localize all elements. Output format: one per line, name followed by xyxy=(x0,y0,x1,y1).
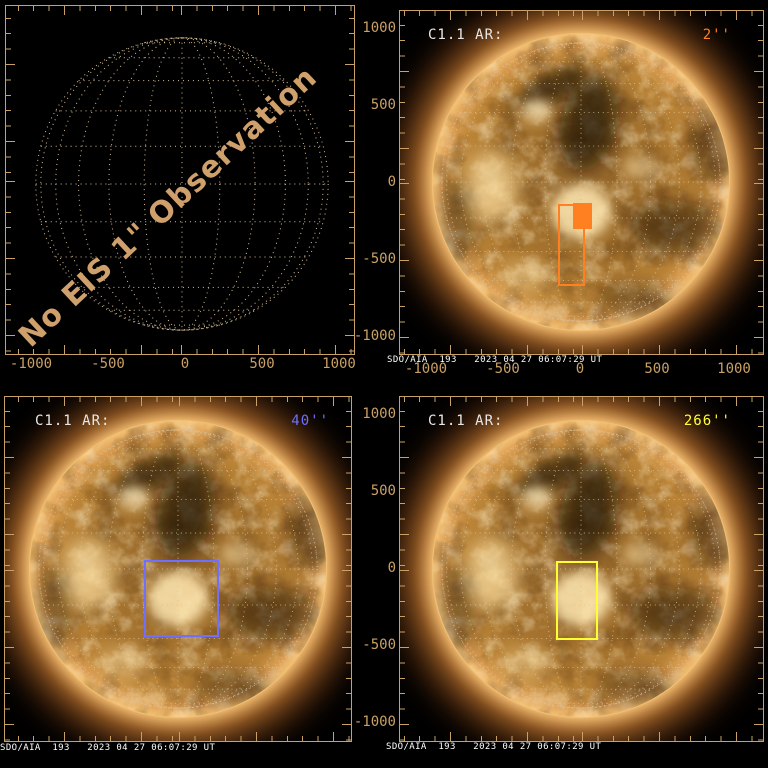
raster-width-label: 2'' xyxy=(702,27,731,43)
sun-aia193-image xyxy=(400,11,763,354)
y-tick-label: 500 xyxy=(370,97,396,113)
raster-width-label: 40'' xyxy=(291,413,329,429)
y-tick-label: 500 xyxy=(370,483,396,499)
plot-area-no-observation: No EIS 1" Observation xyxy=(5,5,355,355)
y-tick-label: 0 xyxy=(387,560,396,576)
study-label: C1.1 AR: xyxy=(428,413,504,429)
image-caption: SDO/AIA 193 2023 04 27 06:07:29 UT xyxy=(386,742,602,752)
y-tick-label: 0 xyxy=(387,174,396,190)
plot-area-sun: C1.1 AR: 266'' xyxy=(399,396,764,742)
panel-no-observation: No EIS 1" Observation -1000 -500 0 500 1… xyxy=(0,0,384,384)
image-caption: SDO/AIA 193 2023 04 27 06:07:29 UT xyxy=(387,355,603,365)
plot-area-sun: C1.1 AR: 40'' xyxy=(4,396,352,742)
x-tick-label: 1000 xyxy=(717,361,751,377)
roi-pointing-block xyxy=(573,203,592,229)
x-tick-label: 0 xyxy=(575,361,585,377)
y-tick-label: -500 xyxy=(362,251,396,267)
x-tick-label: 1000 xyxy=(322,356,356,372)
image-caption: SDO/AIA 193 2023 04 27 06:07:29 UT xyxy=(0,743,216,753)
panel-context-266arcsec: C1.1 AR: 266'' 1000 500 0 -500 -1000 SDO… xyxy=(354,384,768,768)
roi-rectangle-266arcsec xyxy=(556,561,598,640)
panel-context-2arcsec: C1.1 AR: 2'' 1000 500 0 -500 -1000 -1000… xyxy=(354,0,768,384)
plot-area-sun: C1.1 AR: 2'' xyxy=(399,10,764,355)
x-tick-label: 500 xyxy=(249,356,275,372)
roi-rectangle-2arcsec xyxy=(558,204,585,286)
study-label: C1.1 AR: xyxy=(35,413,111,429)
panel-context-40arcsec: C1.1 AR: 40'' SDO/AIA 193 2023 04 27 06:… xyxy=(0,384,384,768)
roi-rectangle-40arcsec xyxy=(144,560,219,637)
x-tick-label: -500 xyxy=(91,356,125,372)
y-tick-label: -1000 xyxy=(353,328,396,344)
x-tick-label: 500 xyxy=(644,361,670,377)
x-tick-label: -500 xyxy=(486,361,520,377)
x-tick-label: -1000 xyxy=(404,361,448,377)
x-tick-label: -1000 xyxy=(9,356,53,372)
y-tick-label: -1000 xyxy=(353,714,396,730)
study-label: C1.1 AR: xyxy=(428,27,504,43)
y-tick-label: 1000 xyxy=(362,20,396,36)
y-tick-label: 1000 xyxy=(362,406,396,422)
y-tick-label: -500 xyxy=(362,637,396,653)
x-tick-label: 0 xyxy=(180,356,190,372)
raster-width-label: 266'' xyxy=(683,413,731,429)
